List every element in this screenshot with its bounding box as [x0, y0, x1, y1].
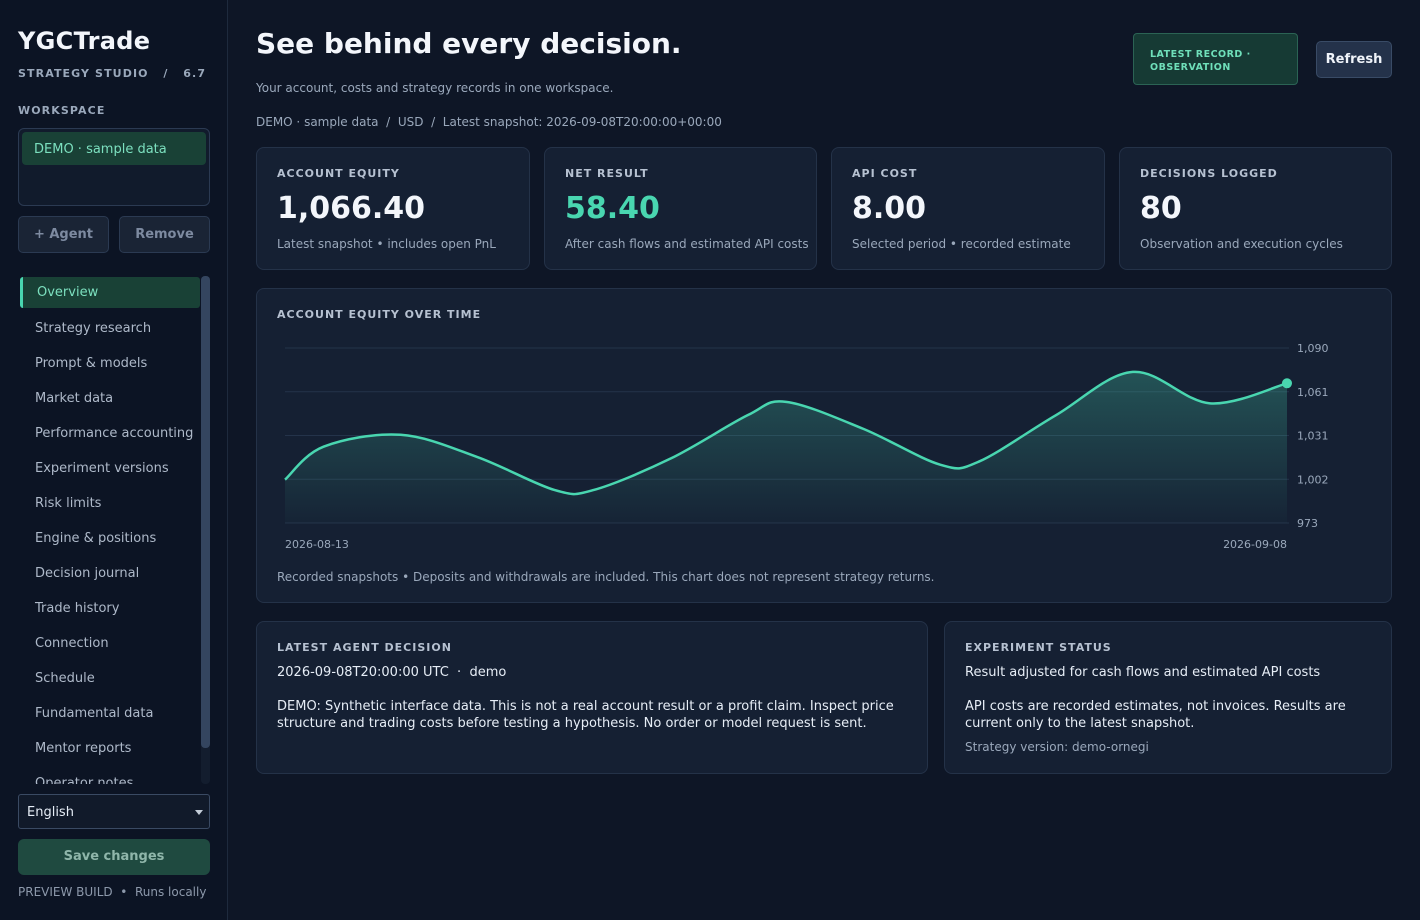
experiment-title: EXPERIMENT STATUS [965, 641, 1112, 654]
experiment-status-card: EXPERIMENT STATUS Result adjusted for ca… [944, 621, 1392, 774]
workspace-list[interactable]: DEMO · sample data [18, 128, 210, 206]
latest-point[interactable] [1282, 378, 1292, 389]
brand-subtitle: STRATEGY STUDIO / 6.7 [18, 67, 207, 80]
decision-title: LATEST AGENT DECISION [277, 641, 452, 654]
experiment-body: API costs are recorded estimates, not in… [965, 699, 1346, 731]
sidebar-scroll-thumb[interactable] [201, 276, 210, 748]
status-badge-line2: OBSERVATION [1150, 62, 1231, 73]
y-tick-label: 1,031 [1297, 430, 1329, 443]
brand-name: YGCTrade [18, 27, 151, 55]
build-footer: PREVIEW BUILD • Runs locally [18, 885, 207, 899]
experiment-summary: Result adjusted for cash flows and estim… [965, 665, 1321, 680]
breadcrumb: DEMO · sample data / USD / Latest snapsh… [256, 115, 722, 129]
stat-note: Observation and execution cycles [1140, 237, 1343, 251]
stat-card-equity: ACCOUNT EQUITY 1,066.40 Latest snapshot … [256, 147, 530, 270]
stat-label: DECISIONS LOGGED [1140, 167, 1278, 180]
sidebar-item-performance-accounting[interactable]: Performance accounting [35, 426, 194, 441]
y-tick-label: 1,002 [1297, 473, 1329, 486]
chevron-down-icon [195, 810, 203, 815]
stat-label: API COST [852, 167, 918, 180]
status-badge: LATEST RECORD · OBSERVATION [1133, 33, 1298, 85]
chart-title: ACCOUNT EQUITY OVER TIME [277, 308, 482, 321]
page-title: See behind every decision. [256, 27, 682, 60]
status-badge-line1: LATEST RECORD · [1150, 49, 1251, 60]
stat-value: 8.00 [852, 191, 927, 226]
sidebar-nav: Overview Strategy research Prompt & mode… [18, 276, 200, 784]
sidebar-item-market-data[interactable]: Market data [35, 391, 114, 406]
strategy-version: Strategy version: demo-ornegi [965, 740, 1149, 754]
stat-label: ACCOUNT EQUITY [277, 167, 400, 180]
sidebar-item-trade-history[interactable]: Trade history [35, 601, 120, 616]
sidebar-item-schedule[interactable]: Schedule [35, 671, 95, 686]
decision-body: DEMO: Synthetic interface data. This is … [277, 699, 894, 731]
remove-button[interactable]: Remove [119, 216, 210, 253]
stat-note: After cash flows and estimated API costs [565, 237, 809, 251]
stat-label: NET RESULT [565, 167, 649, 180]
sidebar-item-fundamental-data[interactable]: Fundamental data [35, 706, 154, 721]
sidebar-item-experiment-versions[interactable]: Experiment versions [35, 461, 169, 476]
language-value: English [27, 805, 74, 820]
main-content: See behind every decision. Your account,… [228, 0, 1420, 920]
stat-card-api-cost: API COST 8.00 Selected period • recorded… [831, 147, 1105, 270]
x-tick-label: 2026-08-13 [285, 538, 349, 551]
stat-card-decisions: DECISIONS LOGGED 80 Observation and exec… [1119, 147, 1392, 270]
equity-area [285, 371, 1287, 523]
sidebar-item-operator-notes[interactable]: Operator notes [35, 776, 134, 784]
add-agent-button[interactable]: + Agent [18, 216, 109, 253]
y-tick-label: 973 [1297, 517, 1318, 530]
stat-note: Selected period • recorded estimate [852, 237, 1071, 251]
page-subtitle: Your account, costs and strategy records… [256, 81, 614, 95]
x-tick-label: 2026-09-08 [1223, 538, 1287, 551]
stat-note: Latest snapshot • includes open PnL [277, 237, 496, 251]
workspace-label: WORKSPACE [18, 104, 106, 117]
sidebar-item-overview[interactable]: Overview [20, 277, 200, 308]
y-tick-label: 1,061 [1297, 386, 1329, 399]
equity-chart-card: ACCOUNT EQUITY OVER TIME 973 1,002 1,031 1,… [256, 288, 1392, 603]
chart-note: Recorded snapshots • Deposits and withdr… [277, 570, 935, 584]
y-tick-label: 1,090 [1297, 342, 1329, 355]
equity-chart: 973 1,002 1,031 1,061 1,090 2026-08-13 2026-09… [284, 342, 1329, 551]
stat-value: 1,066.40 [277, 191, 426, 226]
sidebar-item-connection[interactable]: Connection [35, 636, 109, 651]
sidebar-item-risk-limits[interactable]: Risk limits [35, 496, 102, 511]
stat-value: 58.40 [565, 191, 660, 226]
stat-card-net-result: NET RESULT 58.40 After cash flows and es… [544, 147, 817, 270]
latest-decision-card: LATEST AGENT DECISION 2026-09-08T20:00:0… [256, 621, 928, 774]
sidebar-item-prompt-models[interactable]: Prompt & models [35, 356, 148, 371]
decision-timestamp: 2026-09-08T20:00:00 UTC · demo [277, 665, 507, 680]
sidebar: YGCTrade STRATEGY STUDIO / 6.7 WORKSPACE… [0, 0, 228, 920]
sidebar-item-decision-journal[interactable]: Decision journal [35, 566, 140, 581]
language-select[interactable]: English [18, 794, 210, 829]
sidebar-item-mentor-reports[interactable]: Mentor reports [35, 741, 132, 756]
refresh-button[interactable]: Refresh [1316, 41, 1392, 78]
sidebar-item-engine-positions[interactable]: Engine & positions [35, 531, 157, 546]
workspace-item-demo[interactable]: DEMO · sample data [22, 132, 206, 165]
sidebar-scrollbar[interactable] [201, 276, 210, 784]
save-button[interactable]: Save changes [18, 839, 210, 875]
stat-value: 80 [1140, 191, 1182, 226]
sidebar-item-strategy-research[interactable]: Strategy research [35, 321, 152, 336]
equity-line [284, 370, 1288, 496]
